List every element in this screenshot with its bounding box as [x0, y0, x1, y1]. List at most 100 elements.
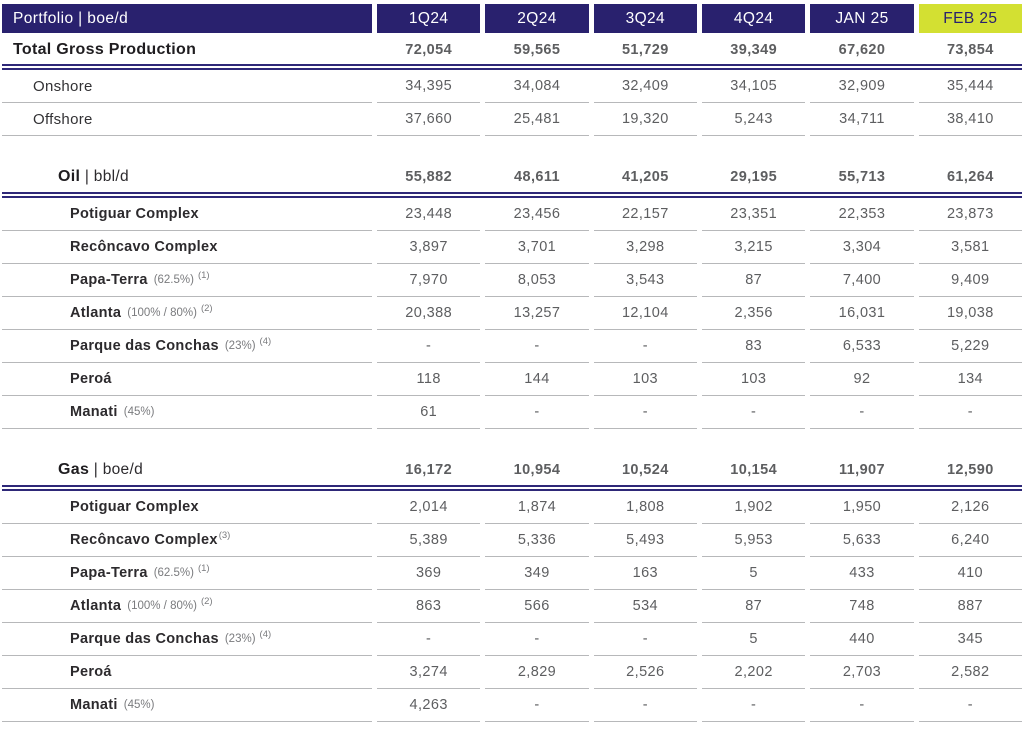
cell-value: 3,298 [593, 231, 697, 264]
cell-value: 887 [918, 590, 1022, 623]
cell-value: 2,526 [593, 656, 697, 689]
cell-value: 34,395 [377, 70, 481, 103]
table-header-row: Portfolio | boe/d 1Q24 2Q24 3Q24 4Q24 JA… [2, 4, 1022, 33]
working-interest-note: (62.5%) [153, 567, 194, 579]
row-name: Atlanta [70, 305, 122, 321]
section-spacer [2, 429, 1022, 455]
cell-value: 10,954 [513, 462, 561, 478]
cell-value: 3,304 [810, 231, 914, 264]
double-rule [2, 192, 1022, 198]
cell-value: 20,388 [377, 297, 481, 330]
row-label: Recôncavo Complex (3) [2, 524, 372, 557]
row-label: Peroá [2, 656, 372, 689]
gas-section-header-row: Gas | boe/d 16,172 10,954 10,524 10,154 … [2, 455, 1022, 485]
cell-value: - [593, 623, 697, 656]
row-label: Papa-Terra (62.5%) (1) [2, 264, 372, 297]
cell-value: 67,620 [838, 42, 886, 58]
table-row: Manati (45%) 4,263- - - - - [2, 689, 1022, 722]
row-name: Onshore [33, 77, 93, 95]
cell-value: 349 [485, 557, 589, 590]
total-row-label: Total Gross Production [13, 41, 197, 58]
cell-value: 19,320 [593, 103, 697, 136]
cell-value: 29,195 [730, 169, 778, 185]
cell-value: 134 [918, 363, 1022, 396]
cell-value: 22,157 [593, 198, 697, 231]
oil-rows-group: Potiguar Complex 23,448 23,456 22,157 23,351… [2, 198, 1022, 429]
row-name: Parque das Conchas [70, 631, 219, 647]
row-label: Papa-Terra (62.5%) (1) [2, 557, 372, 590]
cell-value: 163 [593, 557, 697, 590]
row-name: Potiguar Complex [70, 206, 199, 222]
cell-value: 144 [485, 363, 589, 396]
row-label: Atlanta (100% / 80%) (2) [2, 297, 372, 330]
cell-value: 433 [810, 557, 914, 590]
cell-value: - [702, 689, 806, 722]
cell-value: 2,014 [377, 491, 481, 524]
cell-value: 5 [702, 557, 806, 590]
cell-value: 16,031 [810, 297, 914, 330]
row-name: Manati [70, 404, 118, 420]
row-label: Potiguar Complex [2, 491, 372, 524]
cell-value: - [377, 623, 481, 656]
cell-value: 11,907 [839, 462, 885, 478]
cell-value: - [485, 623, 589, 656]
cell-value: 12,104 [593, 297, 697, 330]
cell-value: 38,410 [918, 103, 1022, 136]
working-interest-note: (23%) [224, 633, 256, 645]
cell-value: 34,711 [810, 103, 914, 136]
cell-value: 6,533 [810, 330, 914, 363]
cell-value: 410 [918, 557, 1022, 590]
oil-section-unit: | bbl/d [80, 168, 129, 185]
cell-value: 1,902 [702, 491, 806, 524]
cell-value: 534 [593, 590, 697, 623]
cell-value: 23,873 [918, 198, 1022, 231]
footnote-superscript: (2) [200, 302, 213, 314]
cell-value: - [810, 396, 914, 429]
cell-value: 3,701 [485, 231, 589, 264]
row-label: Offshore [2, 103, 372, 136]
working-interest-note: (62.5%) [153, 274, 194, 286]
table-row: Parque das Conchas (23%) (4) - - -5 440 345 [2, 623, 1022, 656]
table-row: Recôncavo Complex (3) 5,389 5,336 5,493 5,953… [2, 524, 1022, 557]
table-row: Potiguar Complex 2,014 1,874 1,808 1,902 1,95… [2, 491, 1022, 524]
row-label: Atlanta (100% / 80%) (2) [2, 590, 372, 623]
double-rule [2, 485, 1022, 491]
cell-value: 34,105 [702, 70, 806, 103]
table-row: Recôncavo Complex 3,897 3,701 3,298 3,215 3,3… [2, 231, 1022, 264]
row-name: Recôncavo Complex [70, 239, 218, 255]
cell-value: - [918, 396, 1022, 429]
cell-value: 92 [810, 363, 914, 396]
cell-value: 55,882 [405, 169, 453, 185]
table-row: Parque das Conchas (23%) (4) - - -83 6,533 5,22… [2, 330, 1022, 363]
cell-value: 4,263 [377, 689, 481, 722]
cell-value: 5 [702, 623, 806, 656]
cell-value: 5,389 [377, 524, 481, 557]
cell-value: 32,409 [593, 70, 697, 103]
double-rule [2, 64, 1022, 70]
gas-section-unit: | boe/d [89, 461, 143, 478]
row-label: Manati (45%) [2, 396, 372, 429]
table-row: Papa-Terra (62.5%) (1) 369 349 163 5 433 410 [2, 557, 1022, 590]
row-name: Papa-Terra [70, 565, 148, 581]
table-row: Atlanta (100% / 80%) (2) 863 566 534 87 748 887 [2, 590, 1022, 623]
cell-value: - [702, 396, 806, 429]
row-name: Atlanta [70, 598, 122, 614]
row-label: Parque das Conchas (23%) (4) [2, 330, 372, 363]
cell-value: 566 [485, 590, 589, 623]
header-col-1q24: 1Q24 [377, 4, 481, 33]
cell-value: 73,854 [946, 42, 994, 58]
table-row: Offshore 37,660 25,481 19,320 5,243 34,711 38,… [2, 103, 1022, 136]
row-label: Total Gross Production [2, 36, 372, 64]
total-gross-production-row: Total Gross Production 72,054 59,565 51,… [2, 36, 1022, 64]
cell-value: - [593, 396, 697, 429]
footnote-superscript: (1) [197, 562, 210, 574]
cell-value: - [485, 330, 589, 363]
table-row: Peroá 3,274 2,829 2,526 2,202 2,703 2,582 [2, 656, 1022, 689]
cell-value: 51,729 [621, 42, 669, 58]
cell-value: - [810, 689, 914, 722]
row-name: Peroá [70, 664, 112, 680]
cell-value: 2,703 [810, 656, 914, 689]
table-row: Papa-Terra (62.5%) (1) 7,970 8,053 3,543 87 7,4… [2, 264, 1022, 297]
working-interest-note: (45%) [123, 406, 155, 418]
cell-value: 3,215 [702, 231, 806, 264]
